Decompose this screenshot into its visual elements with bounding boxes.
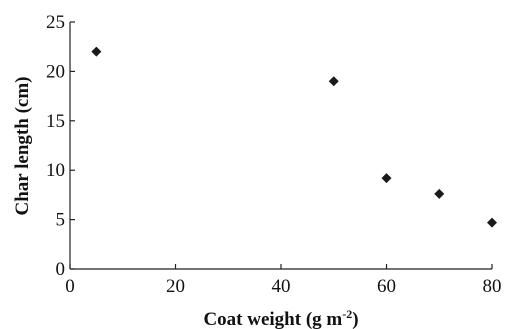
y-tick-label: 15 [46, 111, 65, 132]
x-axis-label-end: ) [352, 309, 358, 329]
x-tick-label: 20 [166, 276, 185, 297]
y-ticks: 0 5 10 15 20 25 [46, 12, 75, 280]
data-point-diamond [381, 173, 392, 184]
axes [69, 22, 492, 270]
x-axis-label-main: Coat weight (g m [203, 309, 342, 329]
data-points [91, 46, 497, 228]
data-point-diamond [328, 76, 339, 87]
x-tick-label: 60 [377, 276, 396, 297]
x-axis-label: Coat weight (g m-2) [203, 307, 358, 329]
x-tick-label: 0 [65, 276, 75, 297]
y-tick-label: 10 [46, 160, 65, 181]
y-tick-label: 25 [46, 12, 65, 33]
data-point-diamond [91, 46, 102, 57]
y-tick-label: 5 [56, 210, 66, 231]
y-tick-label: 0 [56, 259, 66, 280]
x-axis-label-superscript: -2 [342, 307, 352, 321]
y-axis-label: Char length (cm) [12, 77, 33, 216]
data-point-diamond [434, 188, 445, 199]
data-point-diamond [487, 217, 497, 228]
x-ticks: 0 20 40 60 80 [65, 264, 502, 297]
x-tick-label: 40 [272, 276, 291, 297]
y-tick-label: 20 [46, 61, 65, 82]
x-tick-label: 80 [483, 276, 502, 297]
